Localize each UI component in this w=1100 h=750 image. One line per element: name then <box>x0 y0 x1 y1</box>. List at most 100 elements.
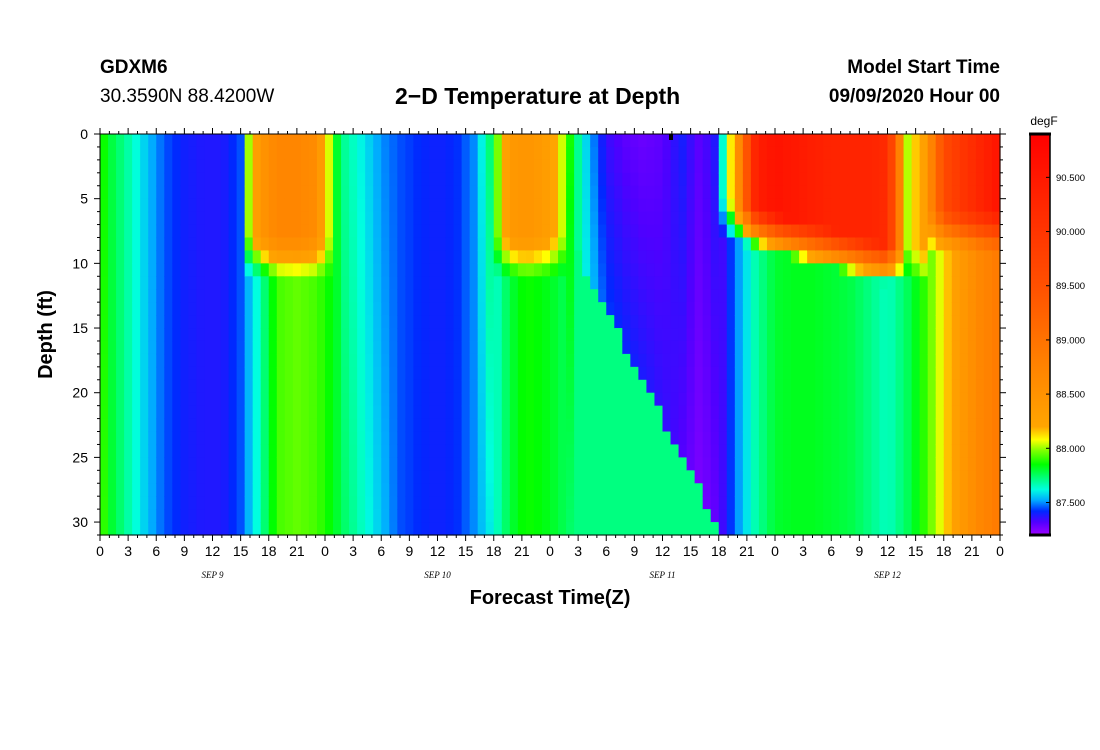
heatmap-cell <box>325 392 334 407</box>
heatmap-cell <box>678 431 688 446</box>
heatmap-cell <box>284 237 294 252</box>
heatmap-cell <box>381 431 390 446</box>
heatmap-cell <box>276 172 286 187</box>
heatmap-cell <box>622 457 631 471</box>
heatmap-cell <box>614 522 623 536</box>
heatmap-cell <box>124 224 133 239</box>
heatmap-cell <box>847 509 856 523</box>
heatmap-cell <box>164 328 173 342</box>
heatmap-cell <box>758 509 768 523</box>
heatmap-cell <box>702 328 712 342</box>
heatmap-cell <box>871 263 881 277</box>
heatmap-cell <box>710 185 720 200</box>
heatmap-cell <box>791 302 800 316</box>
heatmap-cell <box>108 276 117 290</box>
heatmap-cell <box>325 250 334 264</box>
heatmap-cell <box>847 237 856 252</box>
heatmap-cell <box>799 276 808 290</box>
heatmap-cell <box>300 444 310 458</box>
heatmap-cell <box>903 483 913 497</box>
heatmap-cell <box>967 392 977 407</box>
heatmap-cell <box>807 159 816 174</box>
heatmap-cell <box>533 392 543 407</box>
heatmap-cell <box>991 250 1001 264</box>
heatmap-cell <box>879 340 889 355</box>
heatmap-cell <box>911 392 921 407</box>
heatmap-cell <box>847 146 856 161</box>
heatmap-cell <box>566 224 575 239</box>
heatmap-cell <box>855 509 864 523</box>
heatmap-cell <box>493 237 503 252</box>
heatmap-cell <box>132 224 141 239</box>
heatmap-cell <box>276 250 286 264</box>
heatmap-cell <box>469 392 479 407</box>
heatmap-cell <box>863 146 873 161</box>
heatmap-cell <box>758 146 768 161</box>
heatmap-cell <box>718 211 728 226</box>
heatmap-cell <box>421 483 431 497</box>
heatmap-cell <box>308 483 318 497</box>
heatmap-cell <box>582 224 591 239</box>
heatmap-cell <box>863 457 873 471</box>
heatmap-cell <box>260 418 270 433</box>
heatmap-cell <box>879 379 889 394</box>
heatmap-cell <box>646 470 656 484</box>
heatmap-cell <box>983 250 993 264</box>
heatmap-cell <box>300 134 310 148</box>
heatmap-cell <box>783 444 792 458</box>
heatmap-cell <box>236 159 246 174</box>
heatmap-cell <box>333 431 342 446</box>
heatmap-cell <box>799 444 808 458</box>
heatmap-cell <box>525 444 535 458</box>
heatmap-cell <box>381 379 390 394</box>
heatmap-cell <box>847 457 856 471</box>
heatmap-cell <box>758 418 768 433</box>
heatmap-cell <box>132 483 141 497</box>
heatmap-cell <box>429 315 439 329</box>
heatmap-cell <box>108 263 117 277</box>
heatmap-cell <box>108 185 117 200</box>
heatmap-cell <box>694 431 704 446</box>
heatmap-cell <box>726 496 736 510</box>
heatmap-cell <box>373 224 382 239</box>
heatmap-cell <box>349 302 358 316</box>
heatmap-cell <box>582 211 591 226</box>
heatmap-cell <box>766 392 776 407</box>
heatmap-cell <box>614 302 623 316</box>
heatmap-cell <box>541 457 551 471</box>
heatmap-cell <box>638 263 648 277</box>
heatmap-cell <box>606 289 615 303</box>
heatmap-cell <box>325 134 334 148</box>
heatmap-cell <box>517 185 527 200</box>
heatmap-cell <box>911 315 921 329</box>
heatmap-cell <box>116 250 125 264</box>
heatmap-cell <box>775 159 784 174</box>
heatmap-cell <box>550 146 559 161</box>
heatmap-cell <box>831 211 840 226</box>
heatmap-cell <box>469 522 479 536</box>
heatmap-cell <box>847 444 856 458</box>
heatmap-cell <box>389 198 398 213</box>
heatmap-cell <box>935 159 945 174</box>
heatmap-cell <box>614 172 623 187</box>
heatmap-cell <box>783 405 792 420</box>
heatmap-cell <box>975 159 985 174</box>
heatmap-cell <box>582 483 591 497</box>
heatmap-cell <box>429 431 439 446</box>
heatmap-cell <box>863 496 873 510</box>
heatmap-cell <box>766 509 776 523</box>
heatmap-cell <box>758 405 768 420</box>
heatmap-cell <box>662 315 672 329</box>
heatmap-cell <box>662 159 672 174</box>
heatmap-cell <box>558 405 567 420</box>
heatmap-cell <box>766 522 776 536</box>
heatmap-cell <box>871 340 881 355</box>
heatmap-cell <box>140 470 149 484</box>
heatmap-cell <box>943 392 953 407</box>
heatmap-cell <box>325 444 334 458</box>
heatmap-cell <box>750 392 760 407</box>
heatmap-cell <box>100 340 109 355</box>
heatmap-cell <box>935 224 945 239</box>
heatmap-cell <box>823 483 832 497</box>
heatmap-cell <box>180 509 189 523</box>
